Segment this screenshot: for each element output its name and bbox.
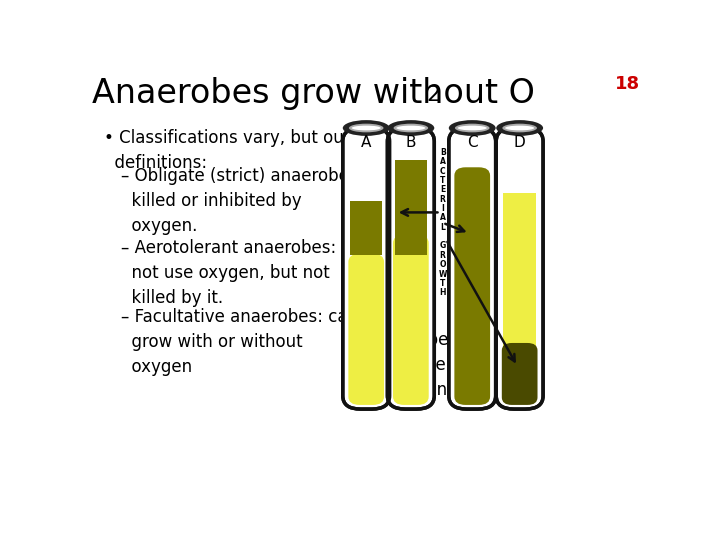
Text: A: A (361, 136, 372, 151)
FancyBboxPatch shape (454, 167, 490, 405)
Ellipse shape (343, 120, 390, 136)
Text: 18: 18 (614, 75, 639, 93)
Text: 2: 2 (426, 85, 440, 105)
Ellipse shape (503, 124, 537, 132)
Text: – Aerotolerant anaerobes: do
  not use oxygen, but not
  killed by it.: – Aerotolerant anaerobes: do not use oxy… (121, 239, 362, 307)
Ellipse shape (351, 126, 381, 130)
Text: D: D (514, 136, 526, 151)
FancyBboxPatch shape (343, 128, 390, 409)
Ellipse shape (496, 120, 543, 136)
Text: • Classifications vary, but our
  definitions:: • Classifications vary, but our definiti… (104, 129, 351, 172)
FancyBboxPatch shape (348, 254, 384, 405)
FancyBboxPatch shape (496, 128, 543, 409)
FancyBboxPatch shape (502, 343, 538, 405)
Ellipse shape (505, 126, 534, 130)
FancyBboxPatch shape (387, 128, 434, 409)
Text: – Obligate (strict) anaerobes:
  killed or inhibited by
  oxygen.: – Obligate (strict) anaerobes: killed or… (121, 167, 363, 235)
Ellipse shape (455, 124, 490, 132)
Bar (503, 193, 536, 349)
Text: C: C (467, 136, 477, 151)
Text: B
A
C
T
E
R
I
A
L
 
G
R
O
W
T
H: B A C T E R I A L G R O W T H (438, 148, 447, 297)
Text: B: B (405, 136, 416, 151)
Bar (350, 201, 382, 255)
FancyBboxPatch shape (393, 235, 428, 405)
Text: – Facultative anaerobes: can
  grow with or without
  oxygen: – Facultative anaerobes: can grow with o… (121, 308, 358, 376)
Bar (395, 160, 427, 255)
Ellipse shape (349, 124, 384, 132)
Ellipse shape (394, 124, 428, 132)
Text: C: could be facultative
or aerotolerant.
D: strict anaerobe: C: could be facultative or aerotolerant.… (355, 331, 541, 399)
Ellipse shape (387, 120, 434, 136)
Ellipse shape (449, 120, 495, 136)
Ellipse shape (458, 126, 487, 130)
FancyBboxPatch shape (449, 128, 495, 409)
Text: Anaerobes grow without O: Anaerobes grow without O (91, 77, 535, 110)
Ellipse shape (396, 126, 426, 130)
